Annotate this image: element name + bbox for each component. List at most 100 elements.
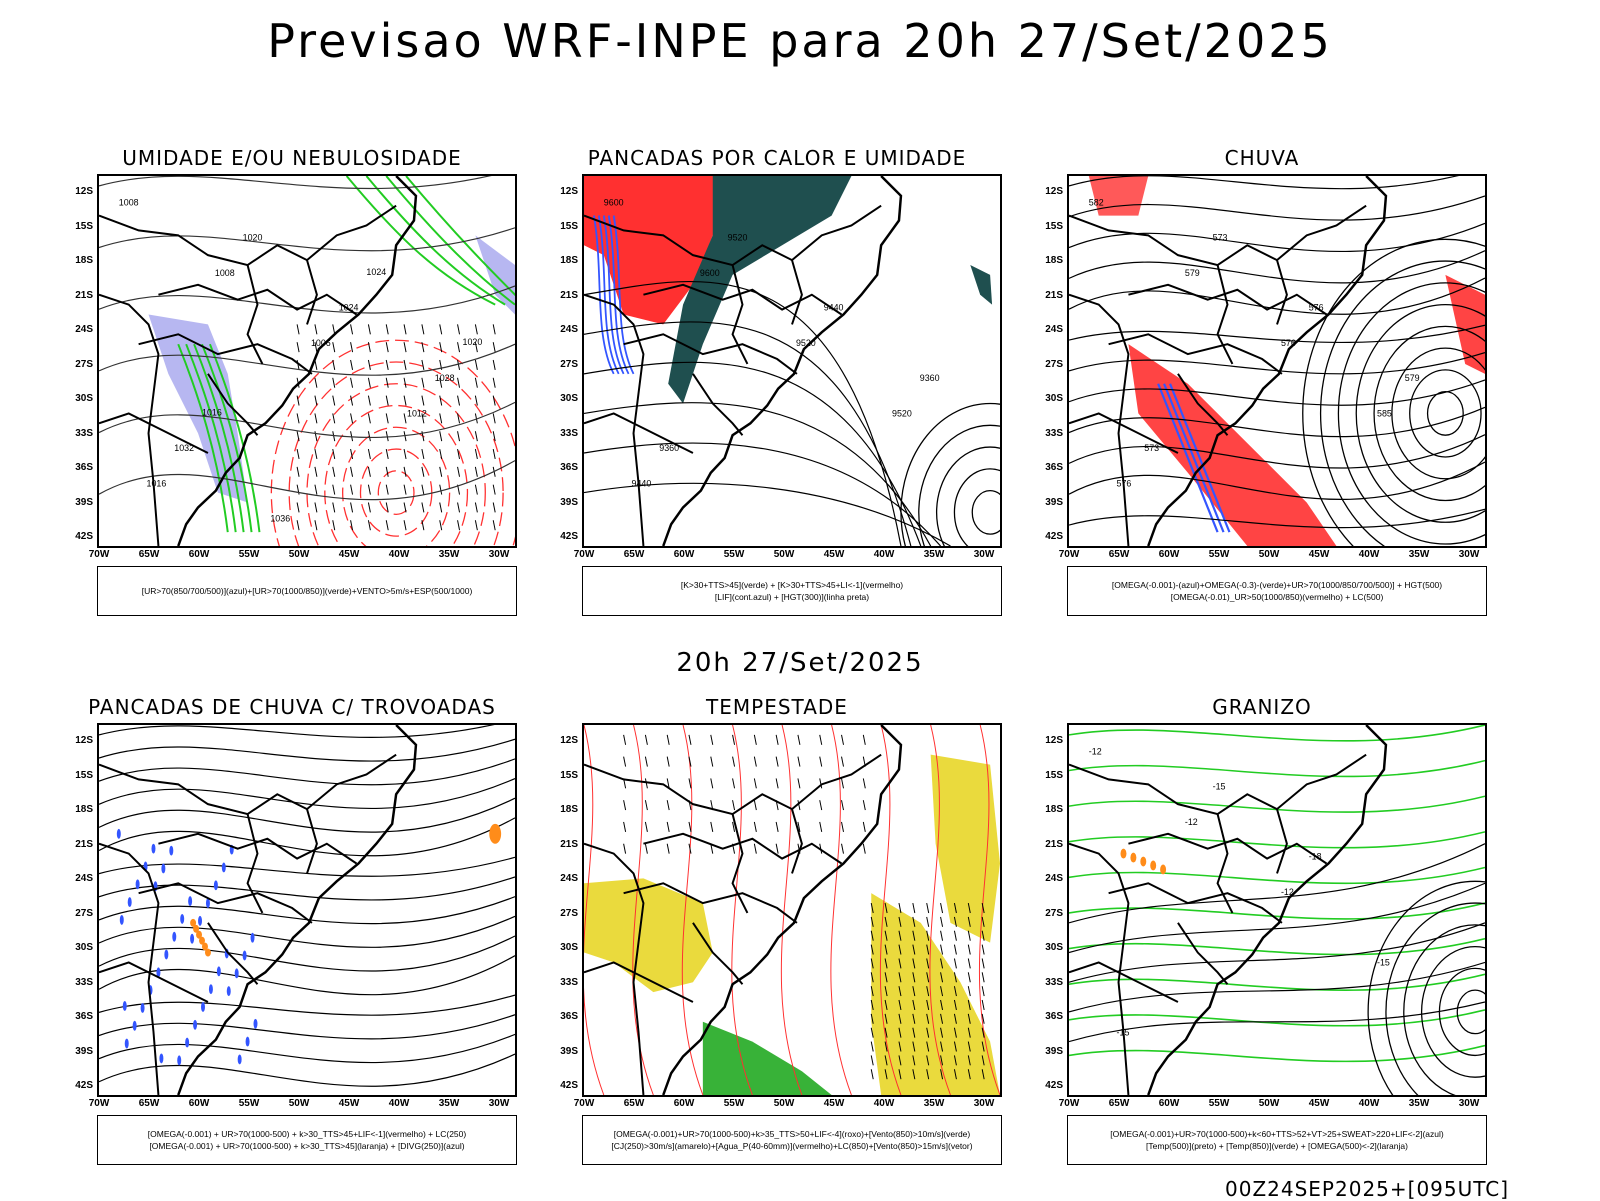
longitude-tick: 45W bbox=[338, 1098, 360, 1109]
latitude-tick: 27S bbox=[75, 907, 93, 919]
map-canvas bbox=[99, 725, 515, 1095]
longitude-tick: 35W bbox=[438, 549, 460, 560]
latitude-tick: 36S bbox=[75, 1011, 93, 1022]
panel-title: UMIDADE E/OU NEBULOSIDADE bbox=[122, 146, 462, 170]
contour-labels: 582 579 576 585 576 573 576 579 573 bbox=[1089, 198, 1420, 489]
longitude-tick: 70W bbox=[1058, 549, 1080, 560]
latitude-tick: 27S bbox=[1045, 358, 1063, 370]
map-frame: -12 -12 -12 -15 -15 -15 -18 bbox=[1067, 723, 1487, 1097]
latitude-tick: 21S bbox=[75, 289, 93, 301]
latitude-tick: 15S bbox=[75, 220, 93, 232]
contour-label: 9520 bbox=[728, 232, 748, 242]
contour-label: 1020 bbox=[243, 232, 263, 242]
contour-label: 1016 bbox=[147, 479, 167, 489]
longitude-tick: 45W bbox=[1308, 549, 1330, 560]
latitude-tick: 15S bbox=[1045, 769, 1063, 781]
longitude-tick: 30W bbox=[973, 1098, 995, 1109]
legend-line: [CJ(250)>30m/s](amarelo)+[Agua_P(40-60mm… bbox=[611, 1141, 973, 1151]
field-overlay bbox=[584, 725, 1000, 1095]
map-frame: 582 579 576 585 576 573 576 579 573 bbox=[1067, 174, 1487, 548]
longitude-axis: 70W 65W 60W 55W 50W 45W 40W 35W 30W bbox=[89, 549, 517, 563]
latitude-tick: 21S bbox=[560, 289, 578, 301]
longitude-tick: 30W bbox=[973, 549, 995, 560]
latitude-tick: 39S bbox=[1045, 1045, 1063, 1057]
contour-label: 1006 bbox=[311, 338, 331, 348]
contour-label: 9520 bbox=[892, 408, 912, 418]
latitude-tick: 39S bbox=[560, 1045, 578, 1057]
contour-label: 1028 bbox=[435, 373, 455, 383]
contour-labels: 9600 9600 9520 9520 9440 9520 9440 9360 9360 bbox=[604, 198, 940, 489]
longitude-tick: 60W bbox=[673, 549, 695, 560]
legend-line: [UR>70(850/700/500)](azul)+[UR>70(1000/8… bbox=[141, 586, 473, 596]
contour-label: 9600 bbox=[604, 198, 624, 208]
latitude-axis: 12S 15S 18S 21S 24S 27S 30S 33S 36S 39S 42S bbox=[1027, 174, 1065, 548]
contour-label: -15 bbox=[1117, 1028, 1130, 1038]
longitude-tick: 55W bbox=[238, 1098, 260, 1109]
legend-line: [K>30+TTS>45](verde) + [K>30+TTS>45+LI<-… bbox=[680, 580, 904, 590]
map-frame: 1008 1008 1006 1012 1016 1020 1024 1028 1032 1036… bbox=[97, 174, 517, 548]
latitude-tick: 36S bbox=[1045, 1011, 1063, 1022]
latitude-tick: 33S bbox=[560, 427, 578, 439]
contour-label: 1036 bbox=[270, 513, 290, 523]
latitude-tick: 42S bbox=[75, 1080, 93, 1091]
field-overlay bbox=[584, 176, 1000, 546]
coastline-borders bbox=[584, 176, 903, 546]
latitude-tick: 27S bbox=[75, 358, 93, 370]
legend-box: [UR>70(850/700/500)](azul)+[UR>70(1000/8… bbox=[97, 566, 517, 616]
latitude-tick: 12S bbox=[75, 735, 93, 746]
map-canvas: -12 -12 -12 -15 -15 -15 -18 bbox=[1069, 725, 1485, 1095]
latitude-tick: 30S bbox=[75, 393, 93, 404]
longitude-tick: 45W bbox=[1308, 1098, 1330, 1109]
longitude-tick: 35W bbox=[438, 1098, 460, 1109]
latitude-tick: 42S bbox=[1045, 1080, 1063, 1091]
map-frame: 9600 9600 9520 9520 9440 9520 9440 9360 9360 bbox=[582, 174, 1002, 548]
map-canvas: 9600 9600 9520 9520 9440 9520 9440 9360 9360 bbox=[584, 176, 1000, 546]
longitude-tick: 60W bbox=[188, 549, 210, 560]
latitude-tick: 36S bbox=[75, 462, 93, 473]
panel-title: PANCADAS POR CALOR E UMIDADE bbox=[587, 146, 967, 170]
longitude-tick: 55W bbox=[238, 549, 260, 560]
latitude-tick: 42S bbox=[1045, 531, 1063, 542]
latitude-tick: 36S bbox=[1045, 462, 1063, 473]
longitude-tick: 70W bbox=[573, 549, 595, 560]
latitude-tick: 12S bbox=[1045, 735, 1063, 746]
latitude-axis: 12S 15S 18S 21S 24S 27S 30S 33S 36S 39S 42S bbox=[57, 174, 95, 548]
longitude-axis: 70W 65W 60W 55W 50W 45W 40W 35W 30W bbox=[89, 1098, 517, 1112]
main-title: Previsao WRF-INPE para 20h 27/Set/2025 bbox=[267, 14, 1333, 68]
forecast-time-label: 20h 27/Set/2025 bbox=[676, 648, 924, 678]
contour-label: 1008 bbox=[215, 268, 235, 278]
longitude-tick: 55W bbox=[723, 1098, 745, 1109]
latitude-tick: 12S bbox=[560, 186, 578, 197]
longitude-tick: 50W bbox=[773, 549, 795, 560]
panel-granizo: GRANIZO 12S 15S 18S 21S 24S 27S 30S 33S 36S 39S 42S… bbox=[1027, 695, 1497, 1175]
longitude-tick: 65W bbox=[138, 1098, 160, 1109]
legend-line: [OMEGA(-0.01)_UR>50(1000/850)(vermelho) … bbox=[1170, 592, 1384, 602]
latitude-tick: 18S bbox=[1045, 804, 1063, 815]
longitude-tick: 40W bbox=[388, 1098, 410, 1109]
coastline-borders bbox=[584, 725, 903, 1095]
contour-label: 1032 bbox=[174, 443, 194, 453]
contour-label: 576 bbox=[1281, 338, 1296, 348]
contour-label: 9440 bbox=[632, 479, 652, 489]
latitude-tick: 12S bbox=[1045, 186, 1063, 197]
longitude-tick: 55W bbox=[1208, 1098, 1230, 1109]
panel-umidade: UMIDADE E/OU NEBULOSIDADE 12S 15S 18S 21S 24S… bbox=[57, 146, 527, 626]
latitude-tick: 15S bbox=[75, 769, 93, 781]
longitude-tick: 35W bbox=[1408, 1098, 1430, 1109]
panel-title: PANCADAS DE CHUVA C/ TROVOADAS bbox=[88, 695, 496, 719]
longitude-tick: 60W bbox=[673, 1098, 695, 1109]
latitude-tick: 30S bbox=[75, 942, 93, 953]
longitude-axis: 70W 65W 60W 55W 50W 45W 40W 35W 30W bbox=[574, 549, 1002, 563]
longitude-tick: 35W bbox=[923, 1098, 945, 1109]
contour-label: 1016 bbox=[202, 407, 222, 417]
latitude-tick: 12S bbox=[560, 735, 578, 746]
latitude-tick: 21S bbox=[1045, 838, 1063, 850]
contour-label: -15 bbox=[1213, 781, 1226, 791]
latitude-tick: 39S bbox=[560, 496, 578, 508]
legend-line: [OMEGA(-0.001) + UR>70(1000-500) + k>30_… bbox=[147, 1129, 467, 1139]
field-overlay bbox=[99, 725, 515, 1087]
map-canvas: 1008 1008 1006 1012 1016 1020 1024 1028 1032 1036… bbox=[99, 176, 515, 546]
field-overlay bbox=[1069, 725, 1485, 1095]
legend-box: [K>30+TTS>45](verde) + [K>30+TTS>45+LI<-… bbox=[582, 566, 1002, 616]
longitude-tick: 45W bbox=[338, 549, 360, 560]
